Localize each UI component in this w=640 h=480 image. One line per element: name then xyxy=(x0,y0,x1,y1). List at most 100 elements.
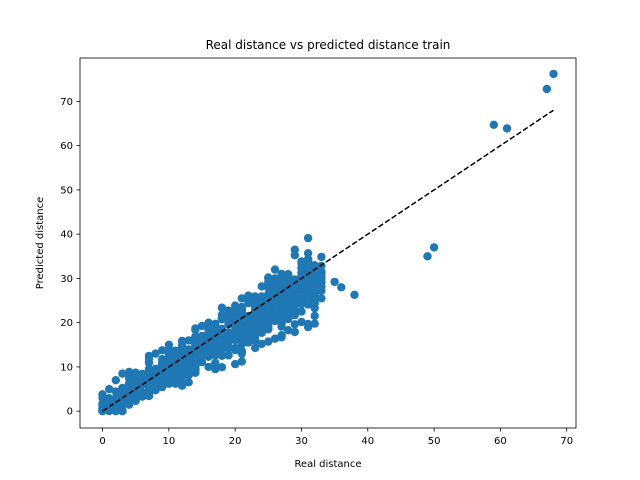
data-point xyxy=(105,384,114,394)
data-point xyxy=(131,387,140,396)
data-point xyxy=(317,269,326,278)
data-point xyxy=(191,364,200,374)
data-point xyxy=(244,338,253,347)
data-point xyxy=(277,333,286,342)
data-point xyxy=(204,342,213,351)
data-point xyxy=(303,233,313,243)
data-point xyxy=(290,327,299,337)
data-point xyxy=(542,84,551,94)
data-point xyxy=(237,349,246,358)
data-point xyxy=(284,326,293,335)
data-point xyxy=(158,373,167,383)
data-point xyxy=(297,307,306,316)
data-point xyxy=(423,252,432,261)
data-point xyxy=(211,358,220,368)
data-point xyxy=(217,315,227,324)
data-point xyxy=(277,300,286,310)
y-tick-label: 20 xyxy=(60,318,73,329)
data-point xyxy=(264,337,273,346)
data-point xyxy=(250,308,260,317)
data-point xyxy=(257,282,266,291)
data-point xyxy=(297,263,306,273)
data-point xyxy=(250,332,260,342)
data-point xyxy=(184,371,193,380)
data-point xyxy=(124,386,134,396)
data-point xyxy=(217,344,227,353)
data-point xyxy=(549,69,558,79)
data-point xyxy=(264,273,273,282)
data-point xyxy=(317,252,326,262)
points-layer xyxy=(98,69,558,416)
x-axis-label: Real distance xyxy=(294,459,361,470)
data-point xyxy=(231,305,240,314)
data-point xyxy=(330,277,339,287)
data-point xyxy=(111,387,121,396)
data-point xyxy=(310,299,319,308)
y-tick-label: 40 xyxy=(60,230,73,241)
data-point xyxy=(151,386,160,395)
data-point xyxy=(224,337,233,346)
data-point xyxy=(231,322,240,332)
data-point xyxy=(290,320,299,329)
y-tick-label: 60 xyxy=(60,141,73,152)
data-point xyxy=(131,368,140,377)
data-point xyxy=(284,309,293,318)
data-point xyxy=(124,393,134,402)
x-tick-label: 60 xyxy=(494,436,507,447)
data-point xyxy=(303,249,313,258)
data-point xyxy=(124,379,134,389)
data-point xyxy=(151,349,160,358)
data-point xyxy=(270,305,280,314)
data-point xyxy=(158,346,167,355)
data-point xyxy=(284,281,293,290)
data-point xyxy=(290,251,299,260)
data-point xyxy=(297,317,306,327)
data-point xyxy=(191,339,200,349)
data-point xyxy=(211,334,220,343)
y-tick-label: 70 xyxy=(60,97,73,108)
data-point xyxy=(284,302,293,312)
data-point xyxy=(197,351,207,360)
y-tick-label: 10 xyxy=(60,362,73,373)
data-point xyxy=(224,329,233,339)
x-tick-label: 10 xyxy=(162,436,175,447)
data-point xyxy=(138,388,147,397)
data-point xyxy=(290,305,299,315)
data-point xyxy=(211,324,220,333)
data-point xyxy=(111,396,121,405)
data-point xyxy=(158,359,167,368)
data-point xyxy=(204,325,213,334)
data-point xyxy=(310,268,319,278)
data-point xyxy=(237,357,246,366)
data-point xyxy=(310,319,319,328)
data-point xyxy=(489,120,498,129)
data-point xyxy=(264,280,273,290)
data-point xyxy=(250,343,260,353)
data-point xyxy=(277,311,286,321)
data-point xyxy=(277,275,286,285)
data-point xyxy=(257,304,266,313)
x-tick-label: 40 xyxy=(361,436,374,447)
data-point xyxy=(303,322,313,332)
data-point xyxy=(151,366,160,375)
data-point xyxy=(303,257,313,266)
plot-frame xyxy=(79,57,577,429)
data-point xyxy=(138,369,147,378)
data-point xyxy=(237,294,246,303)
data-point xyxy=(264,301,273,311)
data-point xyxy=(297,280,306,290)
data-point xyxy=(217,363,227,372)
data-point xyxy=(204,349,213,358)
data-point xyxy=(310,275,319,285)
data-point xyxy=(111,406,121,415)
data-point xyxy=(270,281,280,291)
data-point xyxy=(217,336,227,346)
data-point xyxy=(171,366,180,376)
data-point xyxy=(250,296,260,305)
data-point xyxy=(197,321,207,331)
data-point xyxy=(270,265,280,274)
data-point xyxy=(204,362,213,372)
data-point xyxy=(244,291,253,300)
data-point xyxy=(164,340,174,349)
